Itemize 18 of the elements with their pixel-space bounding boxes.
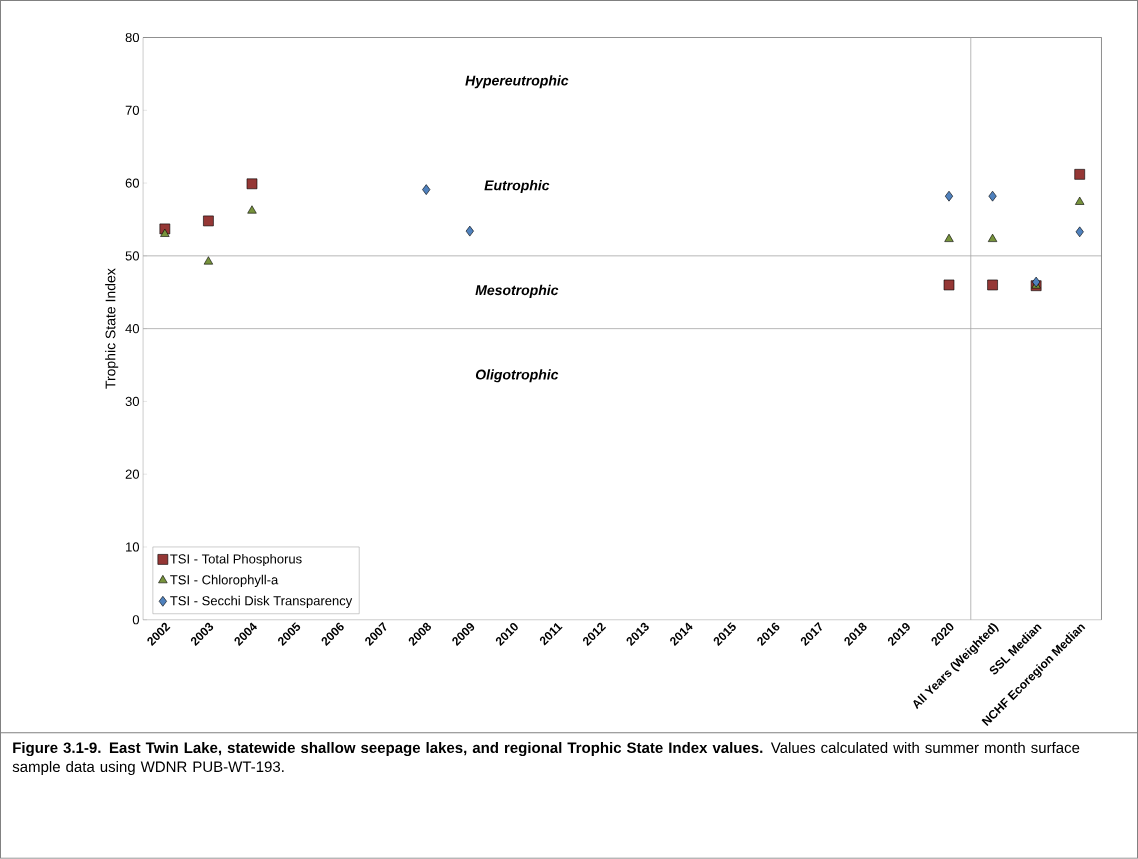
y-tick-label: 10	[126, 542, 140, 552]
y-tick-label: 40	[125, 324, 140, 334]
y-tick-label: 80	[125, 32, 140, 43]
annotation: Oligotrophic	[475, 369, 559, 383]
annotation: Mesotrophic	[475, 284, 559, 298]
y-tick-label: 20	[125, 469, 140, 479]
legend-label: TSI - Chlorophyll-a	[170, 574, 279, 588]
annotation: Hypereutrophic	[465, 75, 569, 89]
y-tick-label: 0	[132, 615, 140, 625]
y-axis-title: Trophic State Index	[105, 268, 119, 389]
y-tick-label: 60	[125, 178, 140, 188]
y-tick-label: 30	[125, 396, 140, 407]
text: Figure 3.1-9. East Twin Lake, statewide shallow seepage lakes, and regional Trophic State Index values. Values calculated with summer month surface sample data using WDNR PUB-WT-193.	[12, 742, 1080, 776]
y-tick-label: 50	[125, 251, 140, 261]
legend-label: TSI - Secchi Disk Transparency	[170, 595, 353, 608]
annotation: Eutrophic	[484, 180, 550, 194]
y-tick-label: 70	[125, 105, 140, 115]
legend-label: TSI - Total Phosphorus	[170, 554, 302, 567]
